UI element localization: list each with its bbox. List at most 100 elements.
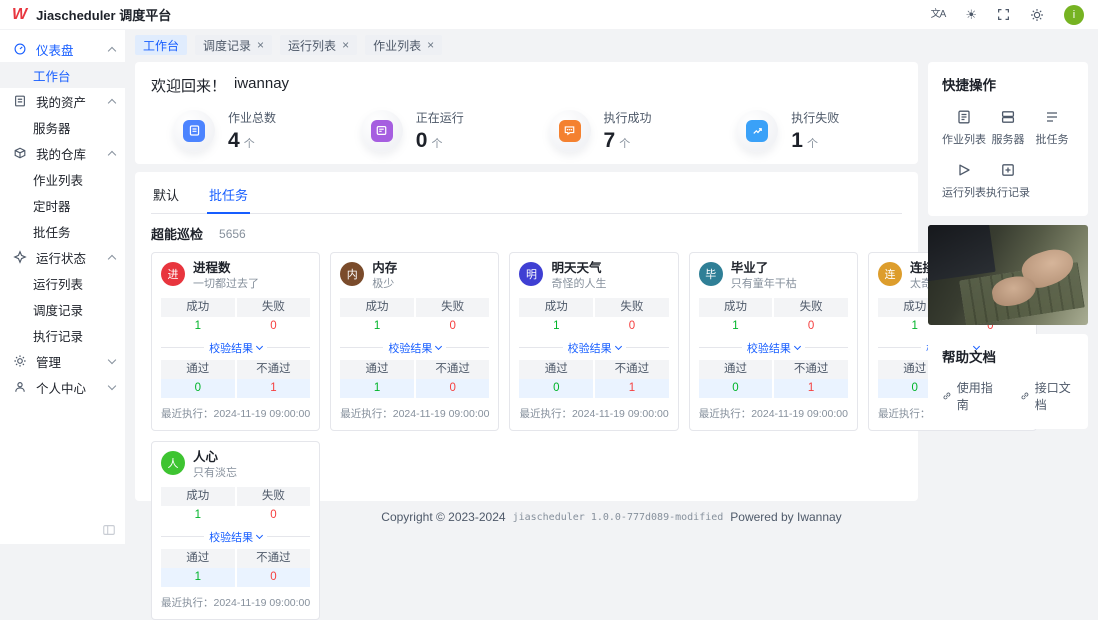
help-link-api-docs[interactable]: 接口文档 [1020,379,1074,413]
tab-label: 作业列表 [373,38,422,53]
settings-gear-icon[interactable] [1030,8,1044,22]
sidebar-item-personal-center[interactable]: 个人中心 [0,374,125,400]
quick-action-job-list[interactable]: 作业列表 [942,109,986,147]
fail-value: 0 [774,316,848,336]
success-value: 1 [698,316,773,336]
success-header: 成功 [161,486,235,506]
sidebar-item-servers[interactable]: 服务器 [0,114,125,140]
not-pass-value: 0 [415,378,490,398]
sidebar-item-label: 作业列表 [33,173,84,188]
quick-action-run-list[interactable]: 运行列表 [942,162,986,200]
stat-value: 4 [228,129,240,152]
sidebar-item-label: 定时器 [33,199,71,214]
stat-unit: 个 [431,138,443,150]
last-run-time: 2024-11-19 09:00:00 [213,407,311,420]
help-link-user-guide[interactable]: 使用指南 [942,379,996,413]
sidebar-item-batch-task[interactable]: 批任务 [0,218,125,244]
sidebar-collapse-icon[interactable] [102,523,116,537]
job-subtitle: 一切都过去了 [193,277,259,290]
manage-gear-icon [13,354,27,368]
fail-header: 失败 [236,486,311,506]
check-result-toggle[interactable]: 校验结果 [519,340,668,356]
job-title: 内存 [372,261,398,275]
theme-sun-icon[interactable]: ☀ [965,7,977,22]
tab-schedule-record[interactable]: 调度记录 [195,35,273,55]
job-subtitle: 奇怪的人生 [551,277,607,290]
job-subtitle: 只有淡忘 [193,466,237,479]
board-tab-default[interactable]: 默认 [153,188,180,203]
repo-box-icon [13,146,27,160]
quick-action-batch-task[interactable]: 批任务 [1030,109,1074,147]
job-avatar: 进 [161,262,185,286]
close-icon[interactable] [342,39,349,51]
job-board-panel: 默认 批任务 超能巡检 5656 进 进程 [135,172,1038,620]
job-total-icon [183,119,205,142]
close-icon[interactable] [257,39,264,51]
chevron-up-icon [107,98,117,107]
check-result-toggle[interactable]: 校验结果 [340,340,489,356]
sidebar-item-my-assets[interactable]: 我的资产 [0,88,125,114]
topbar: W Jiascheduler 调度平台 文A ☀ i [0,0,1098,30]
sidebar-item-workbench[interactable]: 工作台 [0,62,125,88]
group-title: 超能巡检 [151,227,204,242]
sidebar-item-timer[interactable]: 定时器 [0,192,125,218]
link-icon [1021,392,1029,400]
fail-value: 0 [415,316,490,336]
sidebar-item-run-status[interactable]: 运行状态 [0,244,125,270]
chevron-down-icon [256,343,264,351]
stat-label: 执行失败 [791,111,840,125]
board-tab-batch[interactable]: 批任务 [207,180,251,214]
sidebar-item-exec-record[interactable]: 执行记录 [0,322,125,348]
last-run-time: 2024-11-19 09:00:00 [571,407,669,420]
fullscreen-icon[interactable] [997,8,1010,21]
tab-job-list[interactable]: 作业列表 [365,35,443,55]
check-result-toggle[interactable]: 校验结果 [161,529,310,545]
sidebar-item-schedule-record[interactable]: 调度记录 [0,296,125,322]
sidebar-item-label: 仪表盘 [36,43,74,58]
last-run-label: 最近执行： [340,407,393,420]
tab-workbench[interactable]: 工作台 [135,35,188,55]
sidebar-item-my-repo[interactable]: 我的仓库 [0,140,125,166]
stat-value: 1 [791,129,803,152]
quick-action-exec-record[interactable]: 执行记录 [986,162,1030,200]
sidebar-item-run-list[interactable]: 运行列表 [0,270,125,296]
fail-header: 失败 [415,297,490,317]
sidebar-item-manage[interactable]: 管理 [0,348,125,374]
user-avatar[interactable]: i [1064,4,1084,25]
fail-value: 0 [595,316,669,336]
translate-icon[interactable]: 文A [930,8,947,20]
sidebar-item-dashboard[interactable]: 仪表盘 [0,36,125,62]
main-content: 工作台 调度记录 运行列表 作业列表 [125,30,1098,620]
close-icon[interactable] [427,39,434,51]
sidebar-item-label: 我的资产 [36,95,87,110]
quick-action-label: 执行记录 [986,187,1030,199]
exec-fail-icon [746,119,769,142]
check-result-toggle[interactable]: 校验结果 [161,340,310,356]
group-header: 超能巡检 5656 [151,224,902,243]
fail-header: 失败 [236,297,311,317]
footer-version: jiascheduler 1.0.0-777d089-modified [512,511,724,523]
pass-header: 通过 [161,359,235,379]
sidebar-item-label: 我的仓库 [36,147,87,162]
run-status-icon [13,250,27,264]
not-pass-header: 不通过 [236,359,311,379]
running-icon [370,119,393,142]
success-header: 成功 [519,297,594,317]
tab-run-list[interactable]: 运行列表 [280,35,358,55]
sidebar-item-label: 调度记录 [33,303,84,318]
check-result-toggle[interactable]: 校验结果 [699,340,848,356]
chevron-down-icon [256,532,264,540]
sidebar-item-job-list[interactable]: 作业列表 [0,166,125,192]
quick-action-server[interactable]: 服务器 [986,109,1030,147]
job-title: 人心 [193,449,219,464]
